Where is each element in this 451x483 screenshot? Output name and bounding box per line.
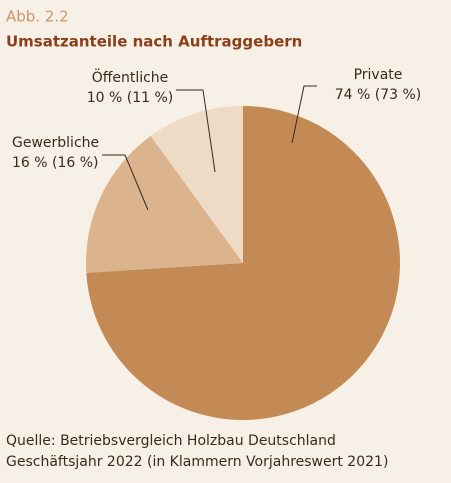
figure-label: Abb. 2.2 xyxy=(6,8,69,26)
leader-line xyxy=(291,85,317,144)
slice-label: Private xyxy=(354,67,403,83)
pie-slice xyxy=(86,106,400,420)
source-text: Geschäftsjahr 2022 (in Klammern Vorjahre… xyxy=(6,454,388,470)
value-label: 10 % (11 %) xyxy=(87,90,174,106)
chart-title: Umsatzanteile nach Auftraggebern xyxy=(6,33,302,51)
slice-label: Gewerbliche xyxy=(12,135,99,151)
pie-slice xyxy=(150,106,243,263)
slice-label: Öffentliche xyxy=(92,68,169,86)
value-label: 74 % (73 %) xyxy=(335,87,422,103)
value-label: 16 % (16 %) xyxy=(12,155,99,171)
source-text: Quelle: Betriebsvergleich Holzbau Deutsc… xyxy=(6,433,336,449)
pie xyxy=(86,106,400,420)
pie-slice xyxy=(86,135,243,273)
leader-line xyxy=(176,89,216,173)
leader-line xyxy=(102,154,149,211)
